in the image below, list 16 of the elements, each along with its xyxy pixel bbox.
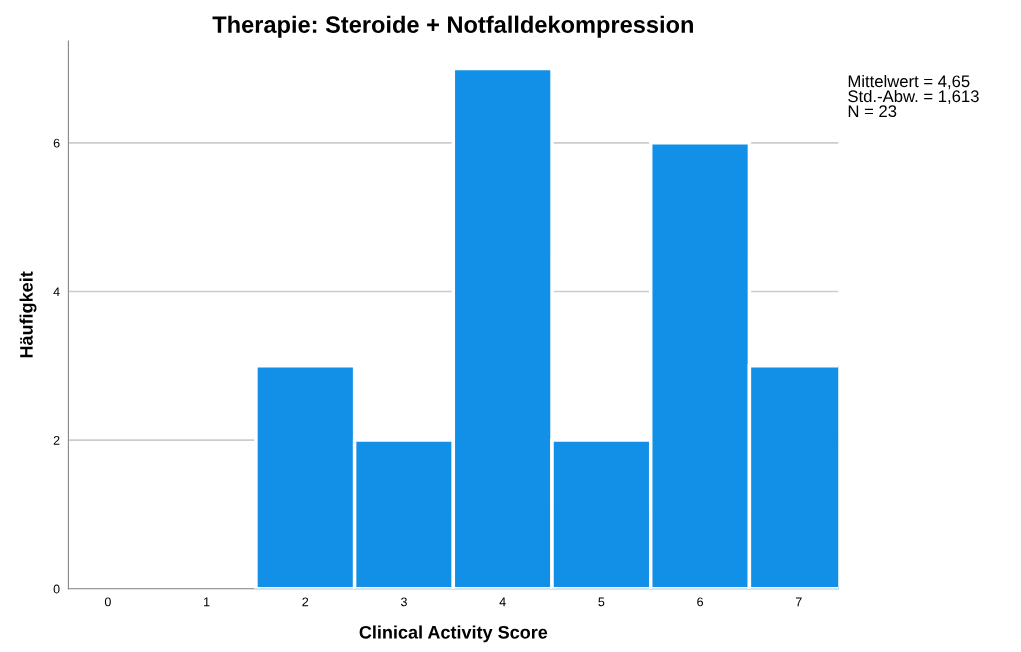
text: Mittelwert = 4,65 Std.-Abw. = 1,613 N = 23 <box>848 74 979 118</box>
x-tick-label: 2 <box>302 597 309 607</box>
x-tick-label: 5 <box>598 597 605 607</box>
x-tick-label: 3 <box>400 597 407 607</box>
chart-title: Therapie: Steroide + Notfalldekompression <box>212 15 693 38</box>
y-axis-title: Häufigkeit <box>19 271 37 358</box>
y-tick-label: 6 <box>53 138 60 148</box>
x-tick-label: 4 <box>499 597 506 607</box>
y-tick-label: 0 <box>53 584 60 594</box>
y-tick-label: 2 <box>53 435 60 445</box>
x-tick-label: 0 <box>104 597 111 607</box>
x-tick-label: 7 <box>795 597 802 607</box>
y-tick-label: 4 <box>53 287 60 297</box>
x-tick-label: 1 <box>204 597 210 607</box>
x-tick-label: 6 <box>697 597 703 607</box>
x-axis-title: Clinical Activity Score <box>359 625 548 643</box>
